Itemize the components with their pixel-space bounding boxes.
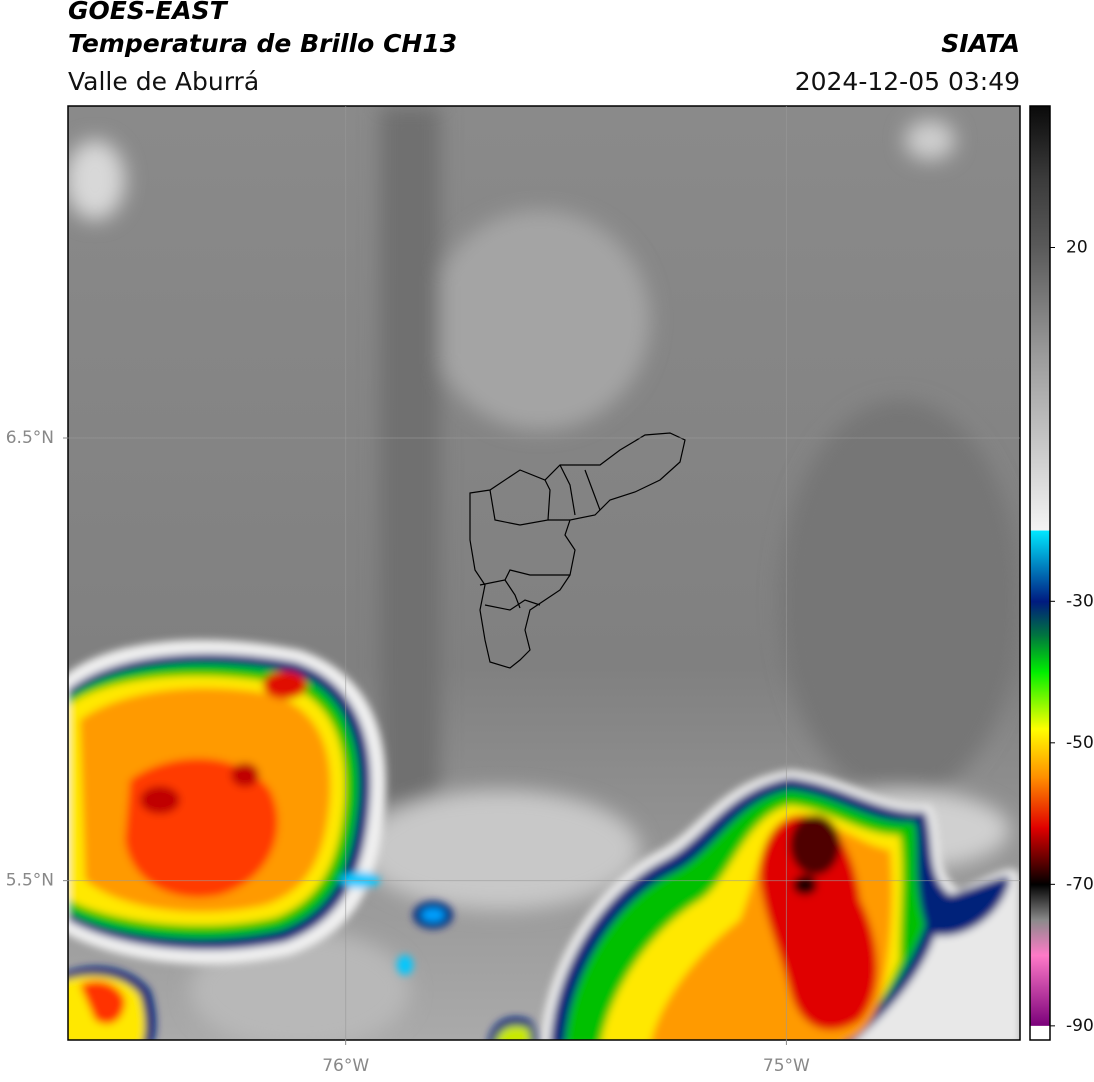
colorbar-segment (1030, 176, 1050, 249)
boundaries (469, 432, 686, 669)
colorbar-segment (1030, 955, 1050, 1027)
x-tick-label: 75°W (763, 1056, 810, 1076)
colorbar-tick-label: -90 (1066, 1016, 1094, 1036)
source: SIATA (941, 29, 1020, 58)
y-tick-label: 6.5°N (6, 428, 54, 448)
colorbar-segment (1030, 672, 1050, 730)
colorbar-tick-label: -70 (1066, 874, 1094, 894)
colorbar-segment (1030, 1025, 1050, 1041)
colorbar-tick-label: -30 (1066, 591, 1094, 611)
colorbar-tick-label: 20 (1066, 238, 1088, 258)
colorbar-segment (1030, 353, 1050, 461)
colorbar-segment (1030, 247, 1050, 355)
colorbar-segment (1030, 870, 1050, 885)
colorbar-segment (1030, 530, 1050, 602)
region: Valle de Aburrá (68, 67, 259, 96)
colorbar-segment (1030, 778, 1050, 829)
x-tick-label: 76°W (322, 1056, 369, 1076)
colorbar-segment (1030, 601, 1050, 638)
colorbar-segment (1030, 106, 1050, 178)
colorbar-segment (1030, 919, 1050, 956)
colorbar-segment (1030, 636, 1050, 673)
subtitle: Temperatura de Brillo CH13 (68, 29, 457, 58)
colorbar-segment (1030, 827, 1050, 871)
y-tick-label: 5.5°N (6, 871, 54, 891)
map-frame (67, 105, 1021, 1041)
colorbar-segment (1030, 728, 1050, 779)
colorbar-tick-label: -50 (1066, 733, 1094, 753)
datetime: 2024-12-05 03:49 (795, 67, 1020, 96)
colorbar-frame (1029, 105, 1051, 1041)
satellite-image (68, 106, 1020, 1040)
title: GOES-EAST (68, 0, 229, 25)
colorbar-segment (1030, 459, 1050, 532)
colorbar-segment (1030, 884, 1050, 921)
